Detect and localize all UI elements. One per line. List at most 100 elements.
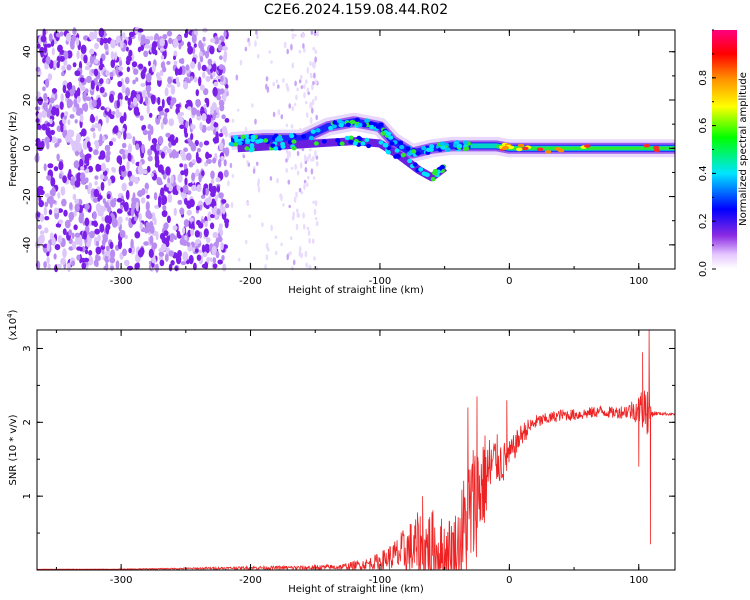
noise-blob	[175, 255, 182, 265]
noise-blob	[289, 251, 292, 255]
noise-blob	[298, 79, 302, 84]
noise-blob	[305, 112, 309, 118]
x-tick-label: -100	[369, 276, 392, 287]
noise-blob	[84, 65, 91, 71]
noise-blob	[99, 223, 105, 233]
noise-blob	[311, 238, 315, 244]
noise-blob	[161, 200, 166, 206]
noise-blob	[265, 83, 268, 90]
noise-blob	[110, 59, 116, 68]
noise-blob	[71, 85, 76, 94]
signal-blob	[245, 138, 251, 143]
noise-blob	[60, 124, 64, 133]
noise-blob	[108, 140, 114, 147]
noise-blob	[107, 178, 112, 186]
noise-blob	[46, 110, 51, 117]
peak-blob	[653, 145, 660, 150]
noise-blob	[88, 98, 93, 109]
noise-blob	[218, 132, 224, 138]
signal-blob	[411, 149, 417, 154]
noise-blob	[300, 74, 303, 80]
signal-blob	[428, 147, 434, 152]
noise-blob	[126, 161, 130, 171]
noise-blob	[112, 167, 116, 173]
noise-blob	[99, 37, 104, 46]
noise-blob	[99, 78, 104, 85]
noise-blob	[286, 253, 290, 261]
noise-blob	[197, 61, 201, 71]
noise-blob	[282, 203, 285, 207]
noise-blob	[184, 132, 189, 138]
noise-blob	[137, 190, 143, 197]
noise-blob	[74, 203, 80, 213]
noise-blob	[119, 148, 125, 155]
noise-blob	[172, 38, 179, 48]
noise-blob	[88, 250, 93, 256]
noise-blob	[224, 118, 230, 123]
noise-blob	[186, 99, 192, 105]
noise-blob	[279, 193, 282, 199]
noise-blob	[93, 197, 98, 203]
signal-blob	[364, 137, 370, 143]
noise-blob	[207, 58, 213, 66]
noise-blob	[74, 232, 81, 238]
signal-blob	[352, 141, 358, 146]
noise-blob	[310, 30, 314, 35]
noise-blob	[99, 133, 103, 143]
noise-blob	[76, 254, 81, 261]
noise-blob	[223, 53, 227, 63]
noise-blob	[123, 130, 127, 141]
noise-blob	[314, 49, 318, 55]
noise-blob	[183, 147, 189, 153]
noise-blob	[255, 161, 259, 166]
noise-blob	[127, 265, 133, 271]
noise-blob	[84, 217, 90, 227]
noise-blob	[186, 241, 191, 247]
noise-blob	[72, 62, 77, 68]
noise-blob	[111, 137, 117, 142]
noise-blob	[218, 64, 225, 70]
noise-blob	[226, 91, 229, 97]
noise-blob	[163, 230, 169, 237]
colorbar-tick-label: 0.0	[698, 261, 709, 277]
noise-blob	[246, 201, 250, 206]
noise-blob	[179, 124, 185, 129]
noise-blob	[39, 46, 45, 56]
signal-blob	[291, 146, 297, 151]
y-tick-label: 2	[22, 419, 33, 425]
noise-blob	[159, 232, 166, 240]
noise-blob	[143, 241, 150, 246]
noise-blob	[285, 158, 288, 163]
noise-blob	[106, 193, 111, 200]
noise-blob	[48, 33, 53, 42]
signal-blob	[349, 119, 355, 125]
noise-blob	[159, 69, 164, 77]
signal-blob	[331, 124, 337, 129]
noise-blob	[109, 256, 116, 264]
noise-blob	[177, 199, 183, 205]
noise-blob	[84, 249, 89, 255]
noise-blob	[126, 55, 132, 62]
noise-blob	[127, 97, 131, 106]
noise-blob	[42, 57, 47, 64]
x-tick-label: -200	[239, 276, 262, 287]
noise-blob	[148, 248, 154, 258]
noise-blob	[62, 248, 67, 259]
noise-blob	[94, 175, 99, 180]
noise-blob	[219, 55, 223, 60]
noise-blob	[314, 200, 318, 207]
noise-blob	[163, 222, 169, 230]
noise-blob	[139, 222, 143, 230]
noise-blob	[109, 93, 114, 103]
noise-blob	[247, 162, 251, 167]
noise-blob	[56, 263, 62, 269]
noise-blob	[219, 204, 223, 211]
noise-blob	[193, 43, 197, 48]
noise-blob	[141, 188, 146, 196]
noise-blob	[166, 60, 171, 65]
noise-blob	[60, 257, 66, 266]
noise-blob	[122, 248, 127, 257]
noise-blob	[93, 68, 99, 77]
noise-blob	[134, 263, 139, 270]
noise-blob	[147, 155, 153, 162]
